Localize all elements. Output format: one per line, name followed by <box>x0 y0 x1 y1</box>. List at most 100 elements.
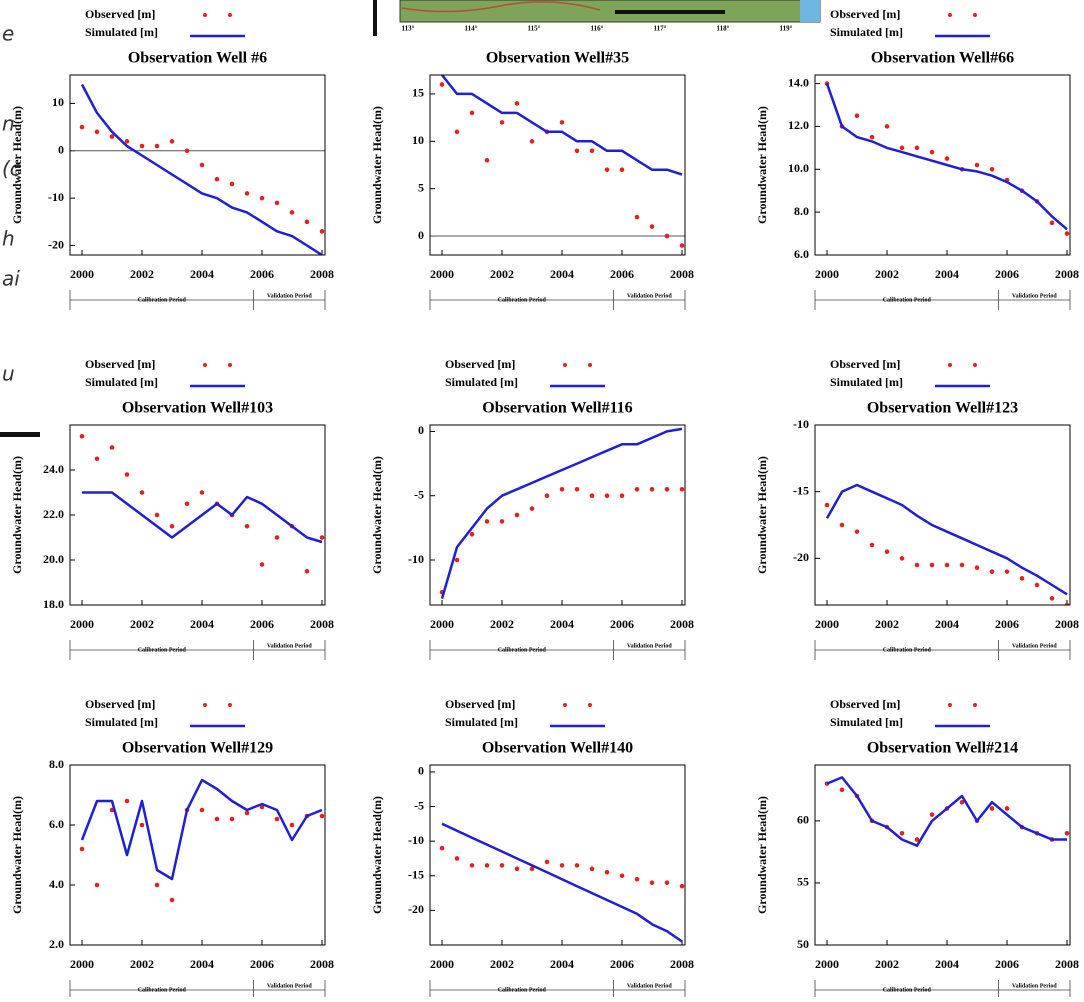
x-tick-label: 2002 <box>875 267 899 281</box>
observed-point <box>140 144 145 149</box>
chart: Observed [m]Simulated [m]Observation Wel… <box>755 697 1079 997</box>
plot-area <box>80 434 325 574</box>
legend-label: Simulated [m] <box>445 715 518 729</box>
map-tick-label: 117° <box>654 25 667 33</box>
legend-label: Simulated [m] <box>85 25 158 39</box>
y-tick-label: 0 <box>418 423 424 437</box>
observed-point <box>200 490 205 495</box>
period-label: Validation Period <box>627 643 673 649</box>
observed-point <box>155 883 160 888</box>
y-tick-label: 8.0 <box>794 204 809 218</box>
simulated-line <box>827 777 1067 845</box>
y-tick-label: -20 <box>793 550 809 564</box>
observed-point <box>635 487 640 492</box>
simulated-line <box>442 429 682 599</box>
side-text: e <box>2 22 14 46</box>
plot-frame <box>70 75 325 255</box>
y-tick-label: 8.0 <box>49 757 64 771</box>
y-axis-label: Groundwater Head(m) <box>755 456 769 574</box>
side-text: ai <box>2 267 20 291</box>
x-tick-label: 2000 <box>70 957 94 971</box>
observed-point <box>825 503 830 508</box>
legend-label: Simulated [m] <box>85 375 158 389</box>
legend-label: Observed [m] <box>85 357 155 371</box>
observed-point <box>245 811 250 816</box>
observed-point <box>440 846 445 851</box>
y-axis-label: Groundwater Head(m) <box>755 796 769 914</box>
observed-point <box>485 863 490 868</box>
observed-point <box>840 788 845 793</box>
plot-area <box>825 81 1070 236</box>
y-tick-label: -10 <box>793 417 809 431</box>
y-tick-label: 55 <box>797 875 809 889</box>
legend-marker <box>203 703 207 707</box>
observed-point <box>1005 569 1010 574</box>
legend-marker <box>228 703 232 707</box>
legend-label: Observed [m] <box>830 7 900 21</box>
y-axis-label: Groundwater Head(m) <box>10 456 24 574</box>
simulated-line <box>82 780 322 879</box>
chart-title: Observation Well#214 <box>867 740 1018 757</box>
y-axis-label: Groundwater Head(m) <box>370 106 384 224</box>
observed-point <box>900 146 905 151</box>
y-tick-label: 0 <box>418 228 424 242</box>
legend-label: Simulated [m] <box>830 375 903 389</box>
period-label: Calibration Period <box>498 987 547 993</box>
chart: Observed [m]Simulated [m]Observation Wel… <box>755 7 1079 310</box>
observed-point <box>915 563 920 568</box>
x-tick-label: 2008 <box>1055 267 1079 281</box>
observed-point <box>545 493 550 498</box>
observed-point <box>110 445 115 450</box>
x-tick-label: 2006 <box>250 267 274 281</box>
x-tick-label: 2004 <box>935 617 959 631</box>
plot-frame <box>70 425 325 605</box>
observed-point <box>140 490 145 495</box>
map-tick-label: 113° <box>402 25 415 33</box>
observed-point <box>945 563 950 568</box>
observed-point <box>485 519 490 524</box>
legend-marker <box>588 703 592 707</box>
observed-point <box>500 120 505 125</box>
period-label: Calibration Period <box>883 987 932 993</box>
x-tick-label: 2004 <box>190 957 214 971</box>
observed-point <box>320 229 325 234</box>
observed-point <box>620 167 625 172</box>
observed-point <box>455 130 460 135</box>
observed-point <box>185 148 190 153</box>
observed-point <box>605 870 610 875</box>
observed-point <box>560 120 565 125</box>
observed-point <box>915 146 920 151</box>
x-tick-label: 2006 <box>995 267 1019 281</box>
observed-point <box>485 158 490 163</box>
observed-point <box>870 135 875 140</box>
y-tick-label: -5 <box>414 798 424 812</box>
period-label: Validation Period <box>1012 983 1058 989</box>
observed-point <box>185 501 190 506</box>
legend-marker <box>948 363 952 367</box>
figure: en(chaiuObserved [m]Simulated [m]Observa… <box>0 0 1084 997</box>
observed-point <box>170 898 175 903</box>
observed-point <box>80 847 85 852</box>
observed-point <box>990 569 995 574</box>
observed-point <box>455 856 460 861</box>
map-tick-label: 116° <box>591 25 604 33</box>
map-tick-label: 119° <box>780 25 793 33</box>
legend-marker <box>973 703 977 707</box>
simulated-line <box>442 824 682 942</box>
plot-area <box>825 485 1070 607</box>
observed-point <box>140 823 145 828</box>
legend-label: Simulated [m] <box>830 715 903 729</box>
y-tick-label: 22.0 <box>43 507 64 521</box>
observed-point <box>680 884 685 889</box>
observed-point <box>275 201 280 206</box>
y-tick-label: 60 <box>797 813 809 827</box>
observed-point <box>275 817 280 822</box>
observed-point <box>230 817 235 822</box>
observed-point <box>125 799 130 804</box>
chart-title: Observation Well#129 <box>122 740 273 757</box>
plot-frame <box>815 425 1070 605</box>
y-axis-label: Groundwater Head(m) <box>10 796 24 914</box>
observed-point <box>95 456 100 461</box>
observed-point <box>680 487 685 492</box>
observed-point <box>930 150 935 155</box>
